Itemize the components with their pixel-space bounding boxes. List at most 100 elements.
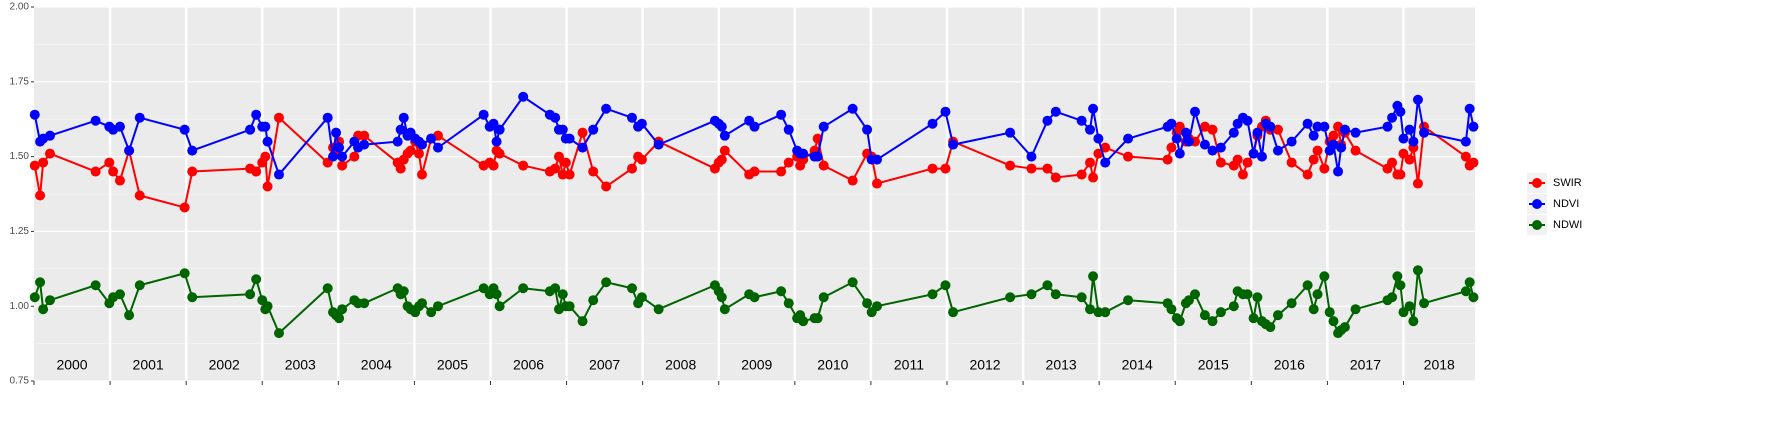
data-point [1404, 301, 1415, 312]
data-point [337, 304, 348, 315]
data-point [948, 307, 959, 318]
data-point [1215, 307, 1226, 318]
data-point [1286, 136, 1297, 147]
data-point [636, 292, 647, 303]
data-point [38, 157, 49, 168]
data-point [653, 139, 664, 150]
data-point [494, 124, 505, 135]
data-point [337, 160, 348, 171]
data-point [577, 127, 588, 138]
year-label: 2011 [894, 357, 924, 373]
data-point [1468, 292, 1479, 303]
data-point [1404, 124, 1415, 135]
data-point [783, 124, 794, 135]
data-point [273, 112, 284, 123]
data-point [1166, 118, 1177, 129]
data-point [1215, 157, 1226, 168]
data-point [601, 277, 612, 288]
data-point [179, 268, 190, 279]
data-point [1395, 106, 1406, 117]
data-point [1350, 304, 1361, 315]
data-point [636, 118, 647, 129]
data-point [588, 166, 599, 177]
data-point [1042, 115, 1053, 126]
data-point [557, 169, 568, 180]
data-point [1076, 169, 1087, 180]
data-point [1026, 151, 1037, 162]
data-point [653, 304, 664, 315]
data-point [871, 301, 882, 312]
data-point [1100, 157, 1111, 168]
data-point [1265, 121, 1276, 132]
data-point [359, 130, 370, 141]
data-point [1183, 136, 1194, 147]
data-point [1319, 271, 1330, 282]
data-point [847, 277, 858, 288]
data-point [1123, 151, 1134, 162]
data-point [1050, 289, 1061, 300]
data-point [426, 307, 437, 318]
legend-marker [1532, 220, 1542, 230]
data-point [1085, 304, 1096, 315]
data-point [1207, 124, 1218, 135]
data-point [1100, 307, 1111, 318]
data-point [927, 118, 938, 129]
data-point [719, 130, 730, 141]
data-point [749, 121, 760, 132]
data-point [1419, 127, 1430, 138]
data-point [550, 112, 561, 123]
year-label: 2002 [209, 357, 240, 373]
data-point [1171, 133, 1182, 144]
data-point [1302, 118, 1313, 129]
year-label: 2010 [817, 357, 848, 373]
data-point [1252, 127, 1263, 138]
data-point [187, 145, 198, 156]
year-label: 2006 [513, 357, 544, 373]
data-point [812, 151, 823, 162]
data-point [927, 163, 938, 174]
data-point [1237, 169, 1248, 180]
data-point [550, 163, 561, 174]
data-point [1387, 157, 1398, 168]
data-point [749, 166, 760, 177]
data-point [262, 181, 273, 192]
data-point [1042, 280, 1053, 291]
data-point [1005, 292, 1016, 303]
data-point [1302, 169, 1313, 180]
data-point [719, 145, 730, 156]
year-label: 2016 [1274, 357, 1305, 373]
data-point [1272, 310, 1283, 321]
data-point [124, 145, 135, 156]
data-point [1319, 163, 1330, 174]
data-point [550, 283, 561, 294]
data-point [44, 130, 55, 141]
data-point [251, 166, 262, 177]
data-point [273, 169, 284, 180]
data-point [1333, 166, 1344, 177]
data-point [395, 124, 406, 135]
data-point [1215, 142, 1226, 153]
data-point [262, 136, 273, 147]
data-point [29, 109, 40, 120]
data-point [716, 154, 727, 165]
data-point [334, 142, 345, 153]
data-point [1468, 121, 1479, 132]
data-point [1123, 133, 1134, 144]
data-point [1398, 148, 1409, 159]
data-point [1392, 271, 1403, 282]
year-label: 2007 [589, 357, 620, 373]
data-point [1050, 106, 1061, 117]
data-point [940, 280, 951, 291]
data-point [1336, 142, 1347, 153]
data-point [818, 160, 829, 171]
data-point [1242, 115, 1253, 126]
data-point [1256, 151, 1267, 162]
data-point [478, 109, 489, 120]
data-point [1093, 148, 1104, 159]
data-point [426, 133, 437, 144]
data-point [245, 289, 256, 300]
y-tick-label: 1.00 [10, 301, 30, 312]
data-point [1464, 103, 1475, 114]
data-point [1228, 301, 1239, 312]
